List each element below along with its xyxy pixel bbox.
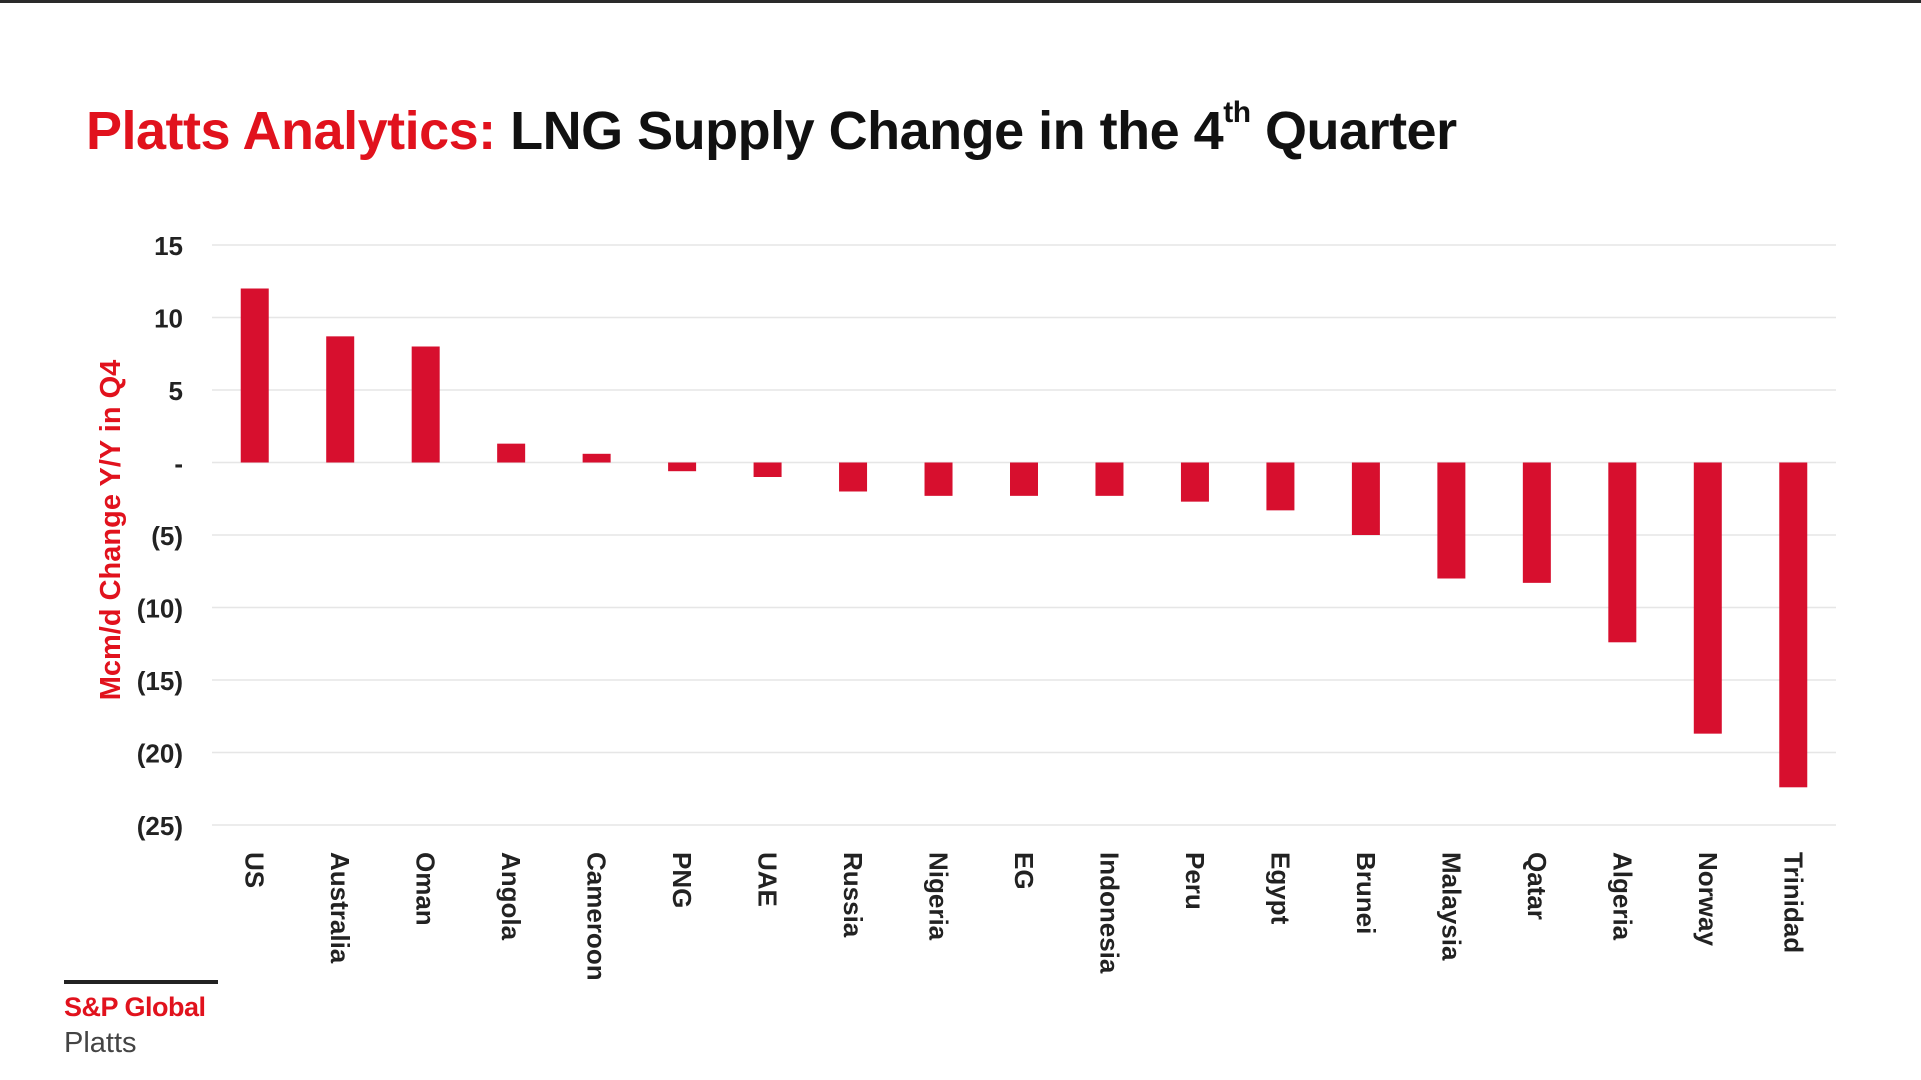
- bar-cameroon: [582, 453, 611, 463]
- x-tick-label: Egypt: [1265, 852, 1295, 925]
- title-main: LNG Supply Change in the 4: [510, 101, 1224, 161]
- x-tick-label: EG: [1009, 852, 1039, 890]
- bars: [240, 288, 1808, 788]
- title-suffix: Quarter: [1250, 101, 1457, 161]
- bar-trinidad: [1779, 462, 1808, 788]
- sp-global-platts-logo: S&P Global Platts: [64, 980, 218, 1060]
- y-tick-label: 15: [154, 231, 183, 261]
- bar-egypt: [1266, 462, 1295, 511]
- bar-us: [240, 288, 269, 463]
- logo-brand: S&P Global: [64, 992, 206, 1022]
- y-axis-ticks: 15 10 5 - (5) (10) (15) (20) (25): [137, 231, 183, 841]
- x-tick-label: Norway: [1693, 852, 1723, 946]
- gridlines: [212, 244, 1836, 826]
- bar-uae: [753, 462, 782, 477]
- y-axis-label: Mcm/d Change Y/Y in Q4: [95, 360, 127, 701]
- y-tick-label: (15): [137, 666, 183, 696]
- x-axis-ticks: US Australia Oman Angola Cameroon PNG UAE Russi…: [240, 852, 1809, 981]
- x-tick-label: Algeria: [1607, 852, 1637, 941]
- bar-indonesia: [1095, 462, 1124, 496]
- bar-angola: [497, 443, 526, 463]
- bar-algeria: [1608, 462, 1637, 643]
- x-tick-label: Angola: [496, 852, 526, 941]
- bar-peru: [1180, 462, 1209, 502]
- x-tick-label: Brunei: [1351, 852, 1381, 934]
- bar-png: [668, 462, 697, 472]
- title-prefix: Platts Analytics:: [86, 101, 496, 161]
- bar-malaysia: [1437, 462, 1466, 579]
- x-tick-label: PNG: [667, 852, 697, 908]
- title-superscript: th: [1223, 96, 1251, 129]
- y-tick-label: 10: [154, 304, 183, 334]
- logo-sub: Platts: [64, 1027, 137, 1059]
- logo-rule: [64, 980, 218, 984]
- bar-qatar: [1522, 462, 1551, 583]
- x-tick-label: Cameroon: [582, 852, 612, 981]
- bar-nigeria: [924, 462, 953, 496]
- x-tick-label: Indonesia: [1094, 852, 1124, 974]
- bar-oman: [411, 346, 440, 463]
- x-tick-label: US: [240, 852, 270, 888]
- bar-eg: [1010, 462, 1038, 496]
- x-tick-label: Malaysia: [1436, 852, 1466, 961]
- bar-australia: [326, 336, 355, 463]
- y-tick-label: -: [174, 449, 183, 479]
- y-tick-label: (25): [137, 811, 183, 841]
- x-tick-label: UAE: [753, 852, 783, 907]
- bar-brunei: [1351, 462, 1380, 535]
- y-tick-label: (10): [137, 594, 183, 624]
- y-tick-label: (20): [137, 739, 183, 769]
- x-tick-label: Russia: [838, 852, 868, 938]
- x-tick-label: Nigeria: [924, 852, 954, 941]
- chart-title: Platts Analytics: LNG Supply Change in t…: [86, 96, 1457, 162]
- y-tick-label: (5): [151, 521, 183, 551]
- x-tick-label: Peru: [1180, 852, 1210, 910]
- bar-russia: [839, 462, 868, 492]
- x-tick-label: Oman: [411, 852, 441, 926]
- x-tick-label: Trinidad: [1778, 852, 1808, 953]
- bar-norway: [1693, 462, 1722, 734]
- x-tick-label: Australia: [325, 852, 355, 964]
- x-tick-label: Qatar: [1522, 852, 1552, 920]
- y-tick-label: 5: [169, 376, 183, 406]
